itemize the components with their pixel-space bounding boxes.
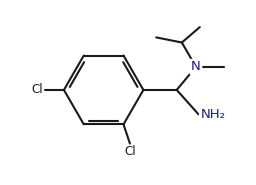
Text: Cl: Cl [32,83,44,96]
Text: NH₂: NH₂ [200,108,226,121]
Text: N: N [191,60,201,73]
Text: Cl: Cl [124,145,136,158]
